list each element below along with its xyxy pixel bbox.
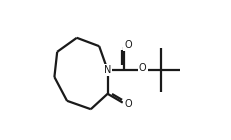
Text: O: O: [138, 63, 146, 73]
Text: N: N: [103, 65, 111, 75]
Text: O: O: [124, 40, 131, 50]
Text: O: O: [124, 99, 131, 109]
